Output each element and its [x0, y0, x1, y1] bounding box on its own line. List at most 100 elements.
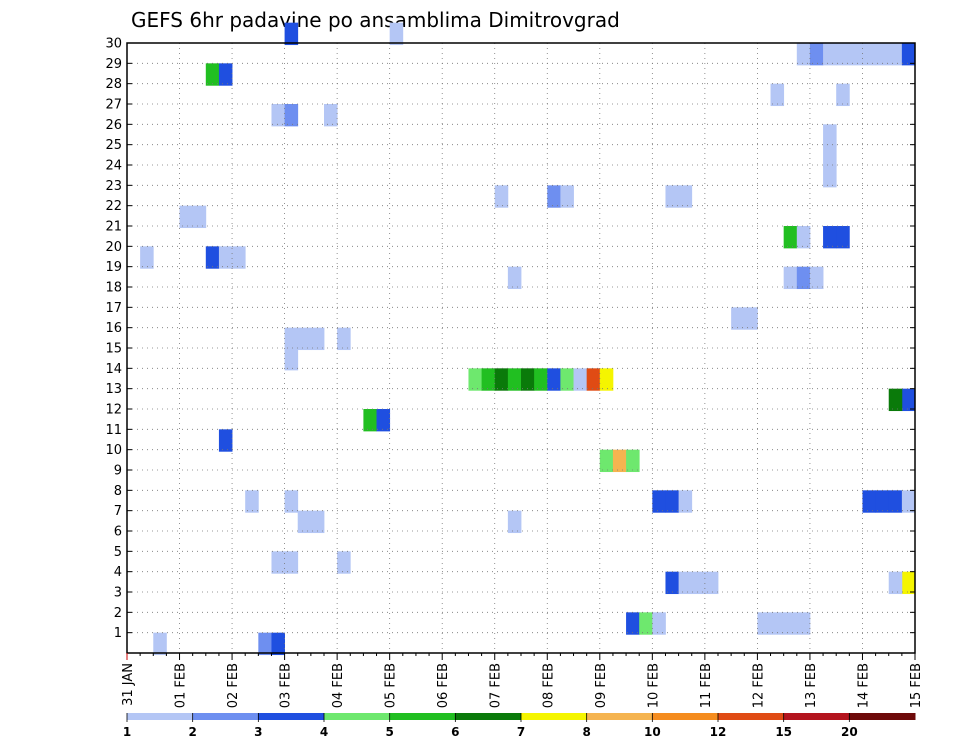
precip-cell-m15-t16	[337, 327, 351, 351]
colorbar-swatch	[652, 713, 719, 720]
x-tick-label: 14 FEB	[856, 663, 871, 708]
y-tick-label: 13	[105, 382, 122, 397]
precip-cell-m15-t12	[284, 327, 299, 351]
precip-cell-m13-t28	[494, 368, 509, 391]
y-tick-label: 23	[105, 179, 122, 194]
y-tick-label: 3	[114, 586, 122, 601]
precip-cell-m12-t59	[901, 388, 916, 412]
y-tick-label: 14	[105, 362, 122, 377]
precip-cell-m13-t30	[521, 368, 535, 391]
colorbar-label: 8	[582, 725, 590, 739]
colorbar-label: 2	[188, 725, 196, 739]
precip-cell-m29-t53	[823, 43, 837, 66]
y-tick-label: 30	[105, 37, 122, 52]
y-tick-label: 29	[105, 57, 122, 72]
precip-cell-m20-t53	[823, 226, 837, 249]
x-tick-label: 03 FEB	[279, 663, 294, 708]
colorbar-label: 3	[254, 725, 262, 739]
y-tick-label: 24	[105, 159, 122, 174]
precip-cell-m1-t51	[796, 612, 811, 635]
x-tick-label: 04 FEB	[331, 663, 346, 708]
y-tick-label: 12	[105, 403, 122, 418]
precip-cell-m16-t46	[731, 307, 745, 330]
precip-cell-m1-t50	[783, 612, 798, 635]
y-tick-label: 7	[114, 504, 122, 519]
precip-cell-m11-t18	[363, 409, 377, 432]
precip-cell-m7-t56	[862, 490, 876, 513]
precip-cell-m7-t41	[665, 490, 679, 513]
precip-cell-m1-t39	[639, 612, 653, 635]
precip-cell-m13-t29	[507, 368, 522, 391]
y-tick-label: 4	[114, 565, 122, 580]
precip-cell-m18-t51	[796, 266, 811, 290]
precip-cell-m26-t12	[284, 104, 299, 127]
y-tick-label: 26	[105, 118, 122, 133]
x-tick-label: 12 FEB	[751, 663, 766, 708]
y-tick-label: 5	[114, 545, 122, 560]
precip-cell-m29-t59	[901, 43, 916, 66]
y-tick-label: 10	[105, 443, 122, 458]
colorbar-swatch	[849, 713, 916, 720]
precip-cell-m13-t33	[560, 368, 574, 391]
x-tick-label: 05 FEB	[384, 663, 399, 708]
precip-cell-m7-t58	[888, 490, 903, 513]
colorbar-swatch	[783, 713, 850, 720]
precip-cell-m0-t10	[258, 632, 272, 656]
precip-cell-m29-t58	[888, 43, 903, 66]
precip-cell-m28-t6	[205, 63, 220, 86]
precip-cell-m18-t29	[507, 266, 522, 290]
x-tick-label: 01 FEB	[174, 663, 189, 708]
precip-cell-m3-t43	[691, 571, 706, 595]
precip-cell-m13-t27	[481, 368, 496, 391]
colorbar-label: 5	[385, 725, 393, 739]
precip-cell-m6-t14	[310, 510, 325, 534]
precip-cell-m7-t9	[245, 490, 259, 513]
precip-cell-m21-t4	[179, 205, 194, 229]
precip-cell-m3-t58	[888, 571, 903, 595]
precip-cell-m26-t11	[271, 104, 285, 127]
precip-cell-m18-t52	[809, 266, 824, 290]
colorbar-swatch	[324, 713, 391, 720]
precip-cell-m23-t53	[823, 165, 837, 188]
y-tick-label: 22	[105, 199, 122, 214]
y-tick-label: 19	[105, 260, 122, 275]
y-tick-label: 28	[105, 77, 122, 92]
grid-lines	[127, 43, 915, 653]
precip-cell-m0-t11	[271, 632, 285, 656]
precip-cell-m9-t36	[599, 449, 614, 473]
precip-cell-m27-t54	[836, 83, 850, 107]
colorbar-swatch	[455, 713, 522, 720]
colorbar-swatch	[586, 713, 653, 720]
y-tick-label: 21	[105, 220, 122, 235]
x-axis: 31 JAN 01 FEB 02 FEB 03 FEB 04 FEB 05 FEB 06 F…	[121, 653, 924, 708]
colorbar-label: 7	[517, 725, 525, 739]
y-tick-label: 15	[105, 342, 122, 357]
precip-cell-m24-t53	[823, 144, 837, 168]
precip-cell-m15-t14	[310, 327, 325, 351]
precip-cell-m13-t35	[586, 368, 601, 391]
precip-cell-m9-t37	[612, 449, 627, 473]
y-tick-label: 8	[114, 484, 122, 499]
precip-cell-m1-t48	[757, 612, 771, 635]
chart-title: GEFS 6hr padavine po ansamblima Dimitrov…	[131, 8, 620, 32]
y-tick-label: 16	[105, 321, 122, 336]
precip-cell-m13-t32	[547, 368, 561, 391]
precip-cell-m13-t26	[468, 368, 482, 391]
precip-cell-m21-t5	[192, 205, 207, 229]
precip-cell-m3-t41	[665, 571, 679, 595]
colorbar-label: 20	[841, 725, 858, 739]
precip-cell-m26-t15	[324, 104, 338, 127]
precip-cell-m12-t58	[888, 388, 903, 412]
precip-cell-m3-t44	[704, 571, 719, 595]
precip-cell-m14-t12	[284, 348, 299, 371]
precip-cell-m27-t49	[770, 83, 785, 107]
precip-cell-m7-t12	[284, 490, 299, 513]
precip-cell-m7-t42	[678, 490, 693, 513]
precip-cell-m11-t19	[376, 409, 391, 432]
precip-cell-m19-t6	[205, 246, 220, 269]
precip-cell-m29-t54	[836, 43, 850, 66]
x-tick-label: 09 FEB	[594, 663, 609, 708]
precip-cell-m20-t50	[783, 226, 798, 249]
precip-cell-m16-t47	[744, 307, 758, 330]
